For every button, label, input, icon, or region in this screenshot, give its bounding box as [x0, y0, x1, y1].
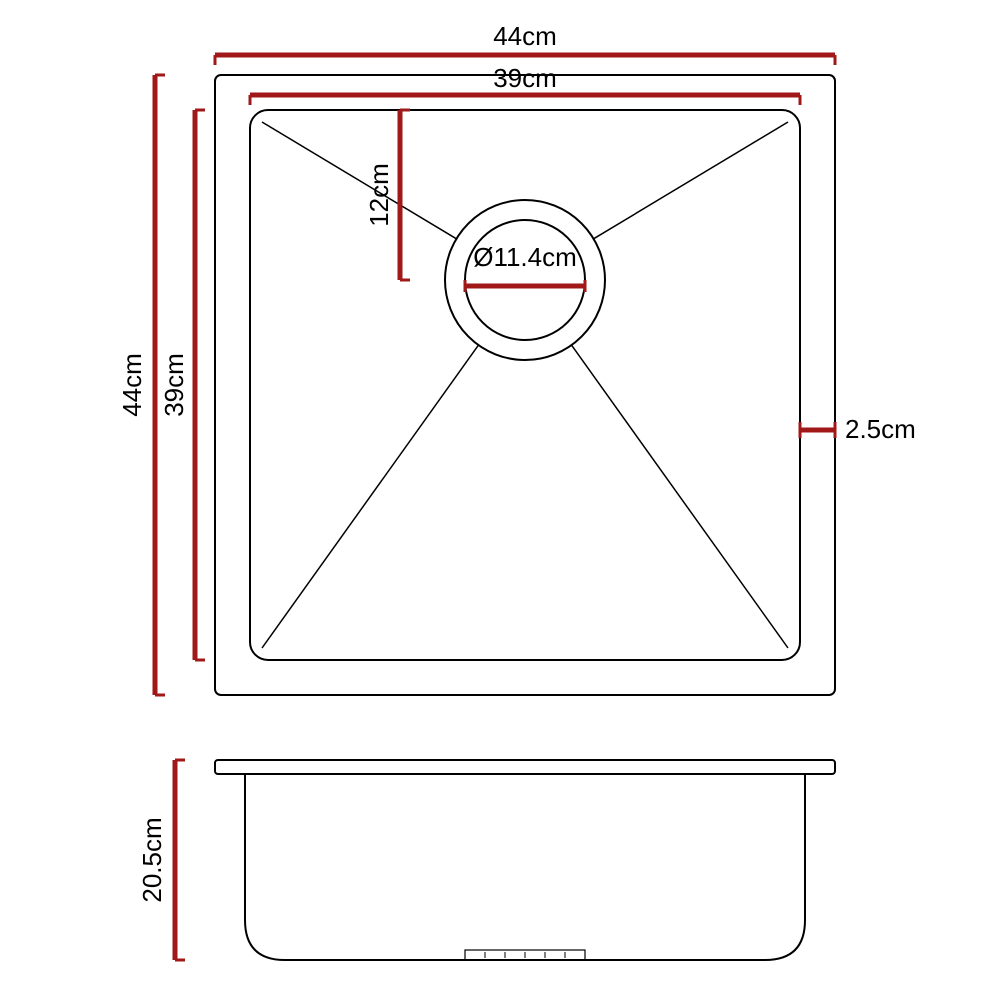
svg-text:20.5cm: 20.5cm — [137, 817, 167, 902]
svg-text:2.5cm: 2.5cm — [845, 414, 916, 444]
svg-text:44cm: 44cm — [117, 353, 147, 417]
svg-text:12cm: 12cm — [364, 163, 394, 227]
svg-text:39cm: 39cm — [493, 63, 557, 93]
svg-text:44cm: 44cm — [493, 21, 557, 51]
svg-text:39cm: 39cm — [159, 353, 189, 417]
svg-text:Ø11.4cm: Ø11.4cm — [473, 242, 577, 272]
